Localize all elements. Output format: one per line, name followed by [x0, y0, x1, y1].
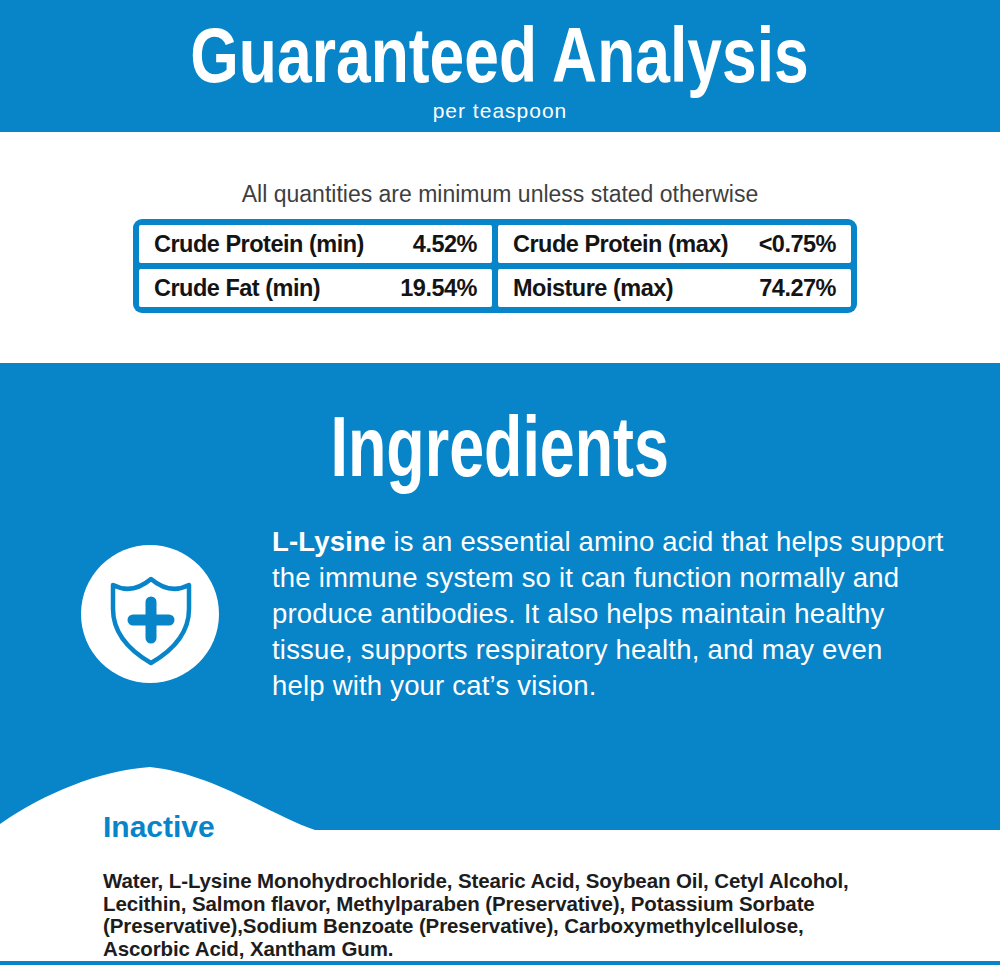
analysis-label: Crude Fat (min) [154, 275, 320, 302]
paragraph-line: help with your cat’s vision. [272, 668, 944, 704]
inactive-heading: Inactive [103, 810, 215, 844]
inactive-line: Lecithin, Salmon flavor, Methylparaben (… [103, 893, 849, 916]
label-page: Guaranteed Analysis per teaspoon All qua… [0, 0, 1000, 965]
analysis-value: 19.54% [400, 275, 477, 302]
ingredients-heading: Ingredients [0, 403, 1000, 489]
guaranteed-analysis-table: Crude Protein (min) 4.52% Crude Protein … [133, 219, 857, 313]
table-cell: Crude Protein (max) <0.75% [498, 225, 851, 263]
paragraph-line: L-Lysine is an essential amino acid that… [272, 524, 944, 560]
shield-plus-icon [81, 545, 219, 683]
lysine-lead: L-Lysine [272, 526, 386, 557]
analysis-label: Crude Protein (max) [513, 231, 728, 258]
inactive-line: Water, L-Lysine Monohydrochloride, Stear… [103, 870, 849, 893]
page-subtitle: per teaspoon [0, 99, 1000, 123]
table-cell: Crude Protein (min) 4.52% [139, 225, 492, 263]
inactive-line: Ascorbic Acid, Xantham Gum. [103, 938, 849, 961]
paragraph-line: the immune system so it can function nor… [272, 560, 944, 596]
analysis-label: Crude Protein (min) [154, 231, 364, 258]
lysine-paragraph: L-Lysine is an essential amino acid that… [272, 524, 944, 704]
paragraph-line: produce antibodies. It also helps mainta… [272, 596, 944, 632]
table-cell: Moisture (max) 74.27% [498, 269, 851, 307]
analysis-label: Moisture (max) [513, 275, 673, 302]
analysis-value: 74.27% [759, 275, 836, 302]
analysis-value: <0.75% [759, 231, 836, 258]
inactive-ingredients-list: Water, L-Lysine Monohydrochloride, Stear… [103, 870, 849, 960]
page-title: Guaranteed Analysis [0, 16, 1000, 94]
table-cell: Crude Fat (min) 19.54% [139, 269, 492, 307]
bottom-strip [0, 961, 1000, 965]
inactive-line: (Preservative),Sodium Benzoate (Preserva… [103, 915, 849, 938]
paragraph-line: tissue, supports respiratory health, and… [272, 632, 944, 668]
shield-badge [81, 545, 219, 683]
analysis-note: All quantities are minimum unless stated… [0, 181, 1000, 208]
analysis-value: 4.52% [413, 231, 477, 258]
